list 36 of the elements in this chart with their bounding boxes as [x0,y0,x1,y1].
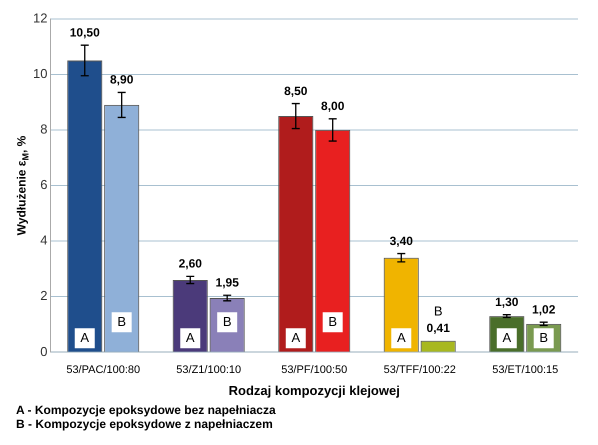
text: B - Kompozycje epoksydowe z napełniaczem [16,417,274,431]
x-tick-label: 53/PAC/100:80 [66,364,140,376]
data-label: 8,50 [284,84,308,98]
data-label: 0,41 [426,321,450,336]
data-label: 10,50 [70,26,100,40]
text: B [328,314,338,329]
y-tick-label: 2 [40,288,48,304]
text: A [186,330,195,345]
data-label: 2,60 [178,256,202,271]
data-label: 1,30 [495,295,519,310]
y-tick-label: 0 [40,344,48,359]
text: A [396,330,406,345]
y-tick-label: 4 [40,232,48,248]
data-label: 8,90 [110,72,134,87]
text: B [117,314,126,329]
text: B [434,303,443,318]
text: A [291,330,300,345]
series-label: B [539,330,548,345]
x-tick-label: 53/TFF/100:22 [384,364,456,376]
data-label: 1,02 [532,302,556,317]
data-label: 1,95 [216,276,240,290]
data-label: 8,00 [321,99,345,114]
y-tick-label: 10 [32,66,48,81]
y-tick-label: 8 [40,122,48,137]
y-axis-title: Wydłużenie εM, % [14,135,30,236]
y-tick-label: 6 [40,177,48,192]
x-tick-label: 53/ET/100:15 [492,364,558,376]
text: A - Kompozycje epoksydowe bez napełniacza [16,403,277,417]
data-label: 3,40 [390,234,414,248]
x-tick-label: 53/Z1/100:10 [176,364,242,376]
x-axis-title: Rodzaj kompozycji klejowej [228,382,400,398]
series-label: A [80,330,90,345]
x-tick-label: 53/PF/100:50 [281,364,348,376]
text: A [502,330,512,345]
text: B [222,314,232,329]
y-tick-label: 12 [32,10,48,26]
